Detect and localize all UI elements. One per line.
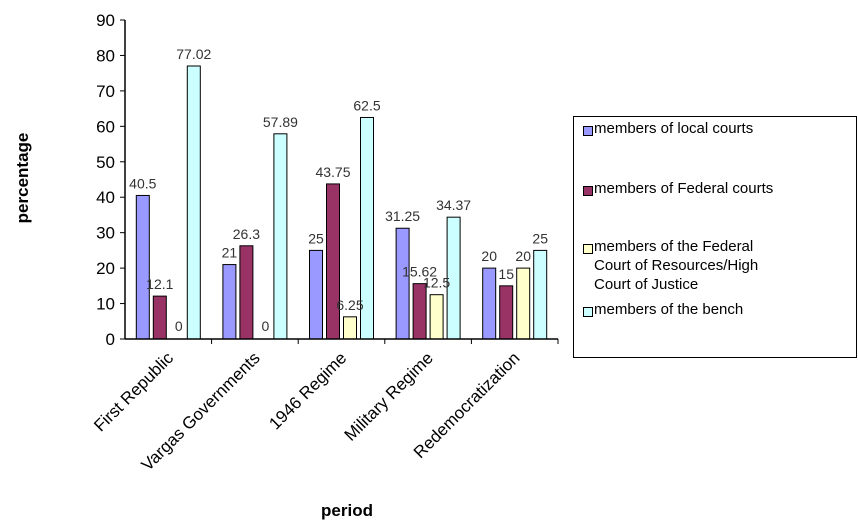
bar bbox=[395, 227, 410, 340]
data-label: 15 bbox=[498, 266, 514, 282]
y-tick-label: 40 bbox=[96, 188, 115, 207]
bar bbox=[309, 249, 323, 340]
y-tick-label: 80 bbox=[96, 46, 115, 65]
x-axis-title: period bbox=[321, 501, 373, 520]
data-label: 20 bbox=[481, 248, 497, 264]
bar bbox=[239, 245, 254, 340]
legend-label-line: members of local courts bbox=[594, 120, 754, 137]
data-label: 40.5 bbox=[129, 175, 156, 191]
x-tick-label: 1946 Regime bbox=[265, 348, 350, 433]
data-label: 21 bbox=[222, 245, 238, 261]
bar bbox=[326, 183, 340, 340]
legend-label-line: members of the bench bbox=[594, 301, 744, 318]
legend-swatch bbox=[583, 244, 593, 254]
data-label: 0 bbox=[262, 318, 270, 334]
legend-label-line: Court of Justice bbox=[594, 276, 699, 293]
bar bbox=[222, 264, 237, 340]
legend-label: members of the bench bbox=[594, 300, 743, 319]
legend-swatch bbox=[583, 126, 593, 136]
bar-series-group bbox=[135, 65, 548, 340]
bar bbox=[135, 194, 150, 340]
y-tick-label: 90 bbox=[96, 11, 115, 30]
data-label: 12.1 bbox=[146, 276, 173, 292]
y-tick-label: 20 bbox=[96, 259, 115, 278]
data-label: 62.5 bbox=[353, 97, 380, 113]
legend-label: members of local courts bbox=[594, 119, 753, 138]
y-tick-label: 60 bbox=[96, 117, 115, 136]
data-label: 34.37 bbox=[436, 197, 471, 213]
y-tick-label: 50 bbox=[96, 153, 115, 172]
bar bbox=[429, 294, 444, 340]
bar bbox=[343, 316, 357, 340]
legend-label: members of the Federal Court of Resources… bbox=[594, 237, 758, 294]
bar bbox=[273, 133, 288, 340]
legend-swatch bbox=[583, 307, 593, 317]
legend-swatch bbox=[583, 186, 593, 196]
data-label: 20 bbox=[515, 248, 531, 264]
y-axis-title: percentage bbox=[13, 133, 32, 224]
data-label: 15.62 bbox=[402, 264, 437, 280]
data-label: 25 bbox=[532, 230, 548, 246]
bar bbox=[152, 295, 167, 340]
y-tick-label: 0 bbox=[106, 330, 115, 349]
data-label: 31.25 bbox=[385, 208, 420, 224]
data-label: 26.3 bbox=[233, 226, 260, 242]
y-axis-ticks: 0 10 20 30 40 50 60 70 80 90 bbox=[96, 11, 125, 349]
data-label: 6.25 bbox=[336, 297, 363, 313]
data-label: 0 bbox=[175, 318, 183, 334]
bar bbox=[516, 267, 531, 340]
bar bbox=[186, 65, 201, 340]
legend: members of local courts members of Federa… bbox=[573, 116, 857, 358]
x-tick-label: Military Regime bbox=[341, 348, 437, 444]
y-tick-label: 70 bbox=[96, 82, 115, 101]
bar bbox=[499, 285, 514, 340]
legend-label-line: Court of Resources/High bbox=[594, 257, 759, 274]
bar bbox=[482, 267, 497, 340]
data-label: 25 bbox=[308, 230, 324, 246]
legend-label-line: members of the Federal bbox=[594, 238, 754, 255]
legend-label-line: members of Federal courts bbox=[594, 180, 774, 197]
data-label: 77.02 bbox=[176, 46, 211, 62]
bar bbox=[533, 249, 548, 340]
x-tick-label: First Republic bbox=[90, 348, 177, 435]
data-label: 12.5 bbox=[423, 275, 450, 291]
y-tick-label: 30 bbox=[96, 224, 115, 243]
data-labels-group: 40.5 12.1 77.02 21 26.3 57.89 25 43.75 6.25 62.5 3… bbox=[129, 46, 548, 334]
data-label: 57.89 bbox=[263, 114, 298, 130]
data-label: 43.75 bbox=[315, 164, 350, 180]
bar bbox=[412, 283, 427, 340]
y-tick-label: 10 bbox=[96, 295, 115, 314]
legend-label: members of Federal courts bbox=[594, 179, 773, 198]
